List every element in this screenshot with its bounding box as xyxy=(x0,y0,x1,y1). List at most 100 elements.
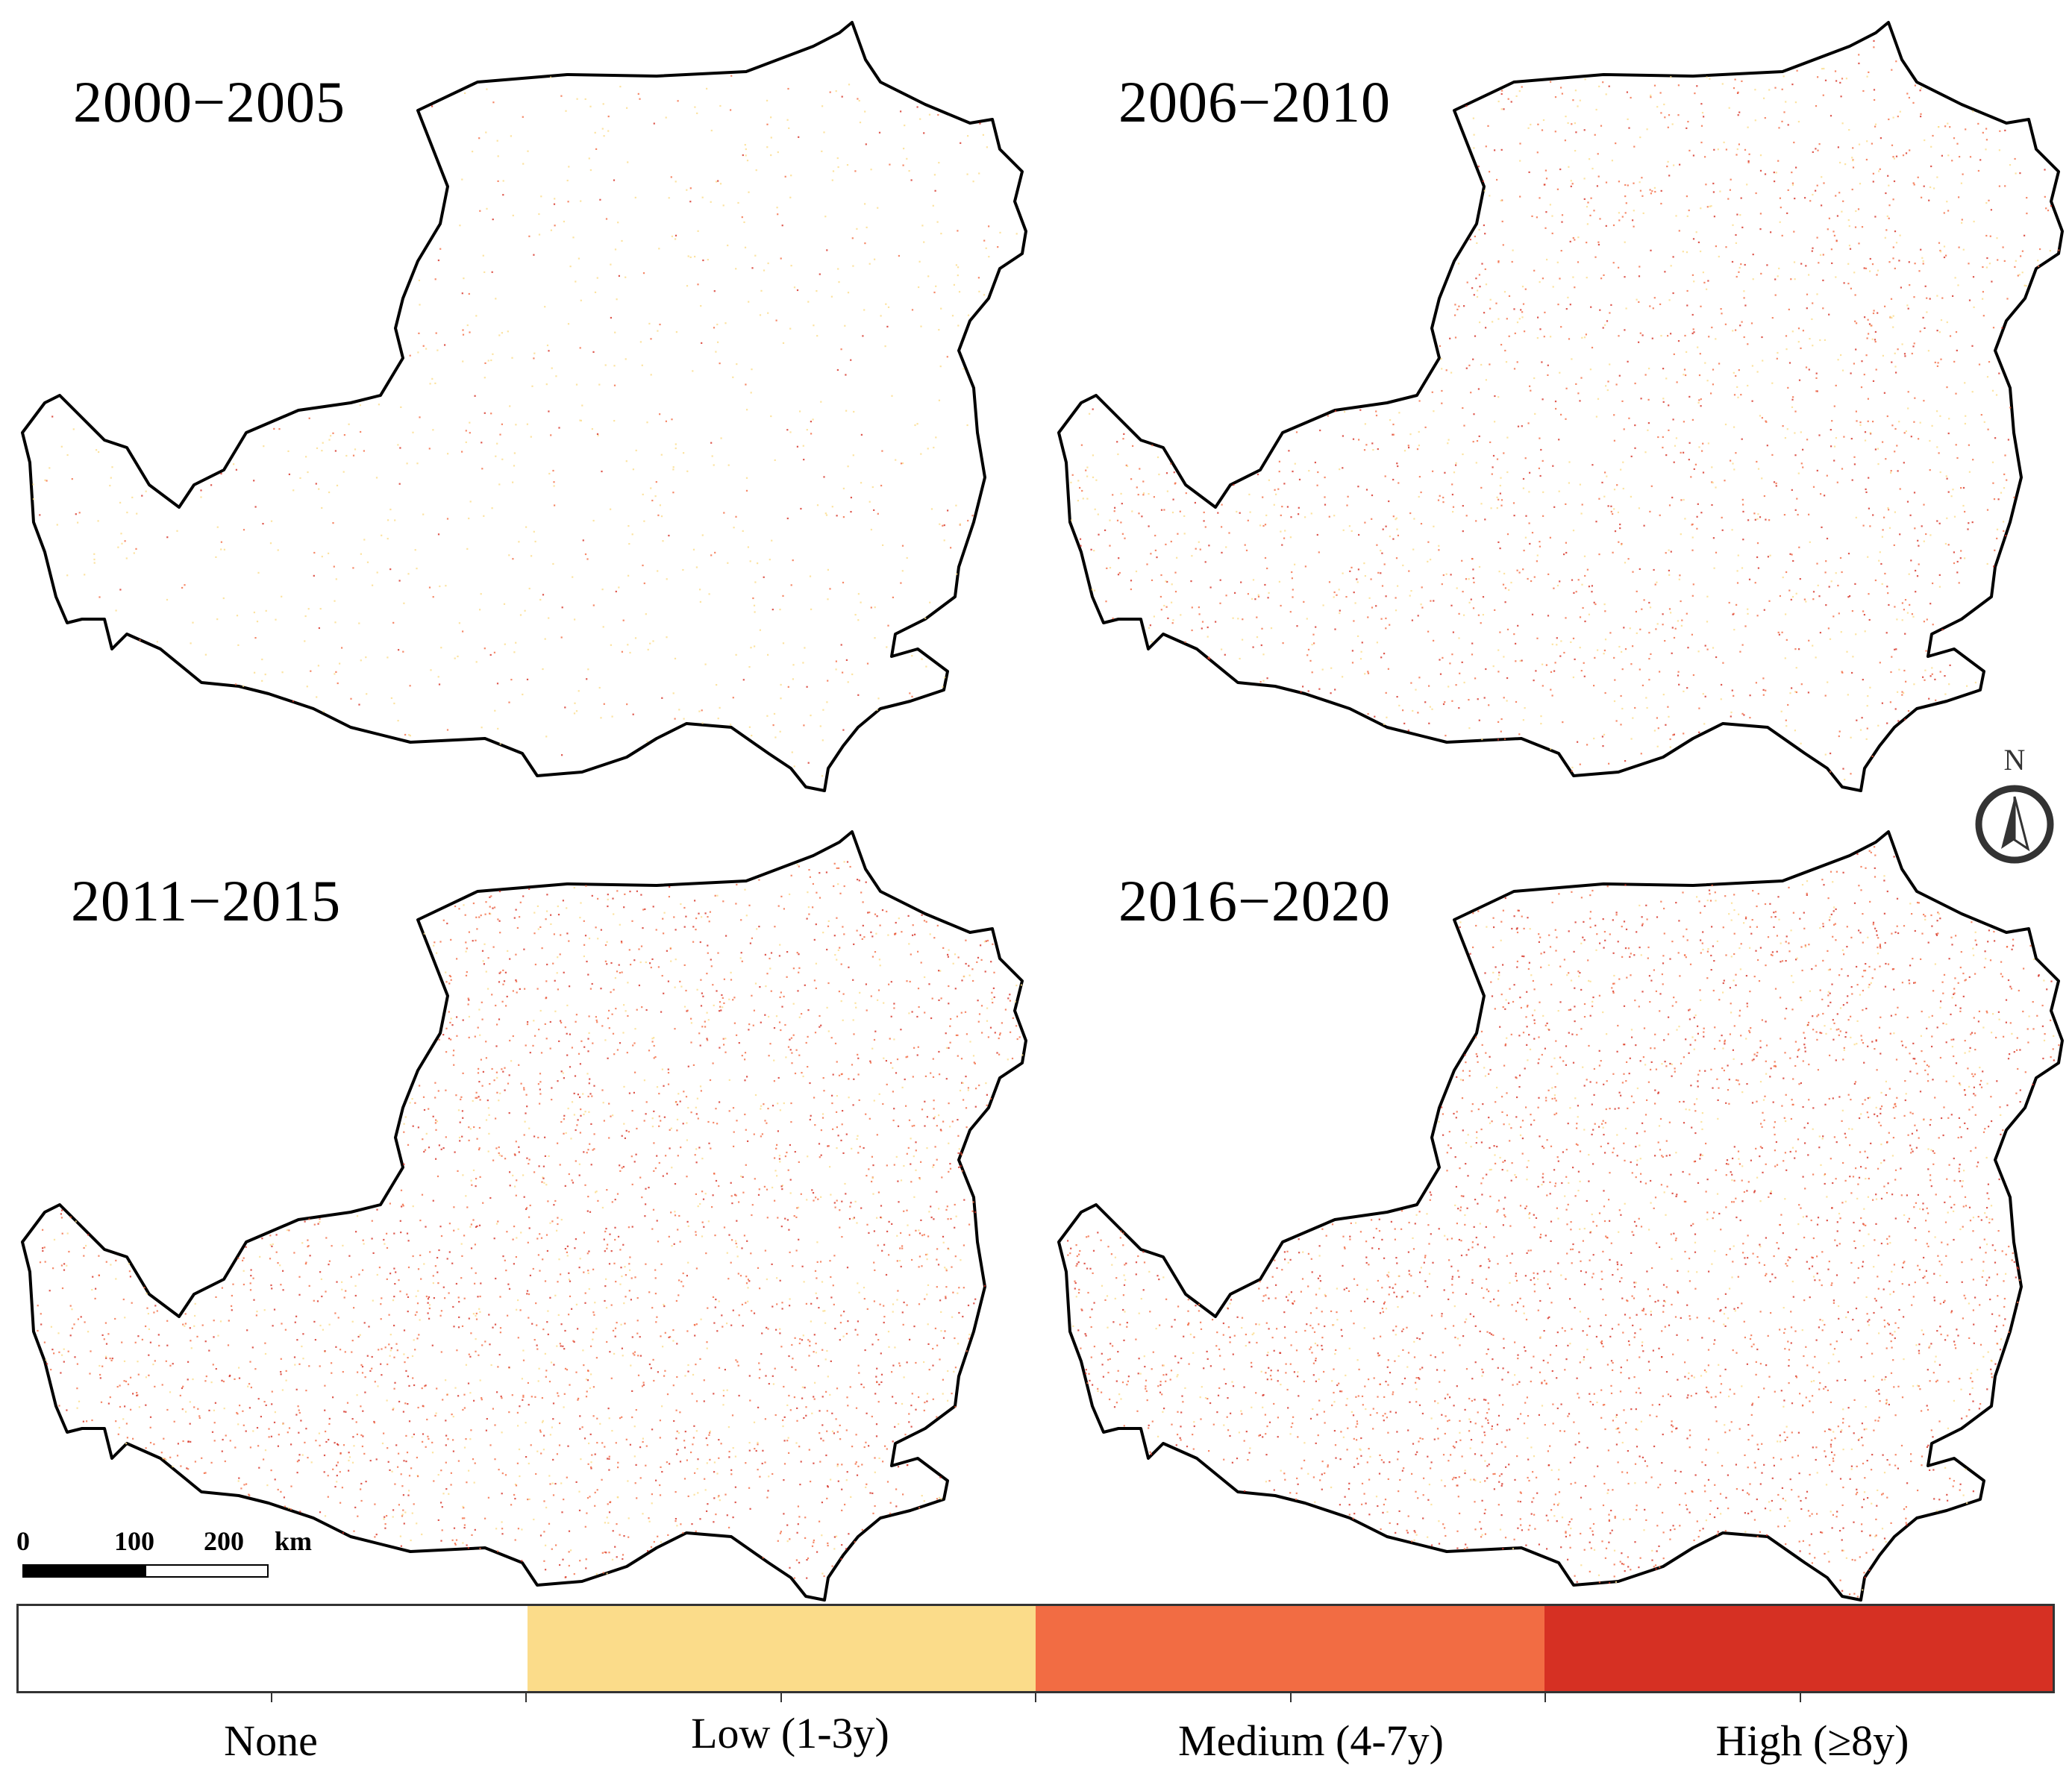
change-pixel xyxy=(578,690,580,692)
change-pixel xyxy=(1947,154,1950,157)
change-pixel xyxy=(1930,145,1932,148)
change-pixel xyxy=(264,1352,267,1355)
change-pixel xyxy=(633,1354,636,1356)
change-pixel xyxy=(840,1000,842,1003)
change-pixel xyxy=(473,1481,475,1484)
change-pixel xyxy=(1920,248,1922,251)
change-pixel xyxy=(328,439,331,441)
change-pixel xyxy=(1996,528,1999,530)
change-pixel xyxy=(513,465,516,467)
change-pixel xyxy=(407,1494,410,1496)
change-pixel xyxy=(1891,69,1893,71)
change-pixel xyxy=(1830,580,1832,583)
change-pixel xyxy=(765,1375,767,1377)
change-pixel xyxy=(1330,692,1332,694)
change-pixel xyxy=(528,1293,530,1296)
change-pixel xyxy=(777,1540,779,1542)
change-pixel xyxy=(1744,148,1747,151)
change-pixel xyxy=(339,1471,341,1473)
change-pixel xyxy=(608,1137,610,1139)
change-pixel xyxy=(424,1149,427,1151)
change-pixel xyxy=(1828,217,1830,219)
change-pixel xyxy=(1556,644,1558,646)
change-pixel xyxy=(607,1017,610,1020)
change-pixel xyxy=(497,727,499,730)
change-pixel xyxy=(515,909,517,911)
change-pixel xyxy=(1527,127,1530,129)
change-pixel xyxy=(1781,234,1783,236)
change-pixel xyxy=(642,909,645,911)
change-pixel xyxy=(145,1404,147,1406)
change-pixel xyxy=(442,919,445,921)
change-pixel xyxy=(1599,218,1601,220)
change-pixel xyxy=(495,455,497,457)
change-pixel xyxy=(1500,108,1503,110)
change-pixel xyxy=(374,1503,376,1505)
change-pixel xyxy=(857,619,860,621)
change-pixel xyxy=(1795,691,1797,694)
change-pixel xyxy=(1910,436,1912,438)
change-pixel xyxy=(453,1206,455,1208)
change-pixel xyxy=(492,1408,494,1410)
change-pixel xyxy=(268,1428,270,1430)
change-pixel xyxy=(374,1381,376,1383)
change-pixel xyxy=(830,1276,832,1279)
change-pixel xyxy=(569,985,571,988)
change-pixel xyxy=(788,1452,790,1454)
change-pixel xyxy=(1201,627,1203,630)
change-pixel xyxy=(1118,571,1121,574)
change-pixel xyxy=(115,609,117,612)
change-pixel xyxy=(933,291,936,294)
change-pixel xyxy=(1826,537,1829,540)
change-pixel xyxy=(1579,483,1581,486)
change-pixel xyxy=(968,974,971,976)
change-pixel xyxy=(1431,391,1433,393)
change-pixel xyxy=(926,1293,928,1296)
change-pixel xyxy=(1236,510,1238,513)
change-pixel xyxy=(1696,515,1698,518)
change-pixel xyxy=(1542,277,1544,280)
change-pixel xyxy=(557,956,559,959)
change-pixel xyxy=(1841,210,1843,213)
change-pixel xyxy=(813,1334,816,1336)
change-pixel xyxy=(66,1409,68,1411)
change-pixel xyxy=(1736,582,1739,584)
change-pixel xyxy=(323,1471,325,1473)
change-pixel xyxy=(1875,368,1877,371)
change-pixel xyxy=(813,1351,815,1353)
change-pixel xyxy=(584,553,587,556)
change-pixel xyxy=(892,1364,895,1367)
change-pixel xyxy=(1914,397,1916,399)
change-pixel xyxy=(1785,613,1787,615)
change-pixel xyxy=(1503,572,1506,575)
change-pixel xyxy=(2017,275,2019,277)
change-pixel xyxy=(352,1436,354,1438)
change-pixel xyxy=(334,621,337,624)
change-pixel xyxy=(790,874,792,876)
change-pixel xyxy=(204,1340,207,1343)
change-pixel xyxy=(939,366,942,368)
change-pixel xyxy=(916,106,918,108)
change-pixel xyxy=(166,536,169,539)
change-pixel xyxy=(1812,644,1814,647)
change-pixel xyxy=(401,1515,404,1517)
change-pixel xyxy=(1906,92,1909,95)
change-pixel xyxy=(1598,85,1600,87)
change-pixel xyxy=(1949,335,1952,337)
change-pixel xyxy=(769,967,771,970)
change-pixel xyxy=(780,1185,783,1188)
change-pixel xyxy=(1522,719,1524,721)
change-pixel xyxy=(1847,283,1850,285)
change-pixel xyxy=(806,1577,808,1579)
change-pixel xyxy=(1862,679,1864,681)
change-pixel xyxy=(933,1100,935,1102)
change-pixel xyxy=(1821,68,1824,70)
change-pixel xyxy=(1958,246,1960,248)
change-pixel xyxy=(552,1418,554,1420)
change-pixel xyxy=(1886,215,1888,217)
change-pixel xyxy=(322,710,325,712)
change-pixel xyxy=(699,941,701,944)
change-pixel xyxy=(908,170,910,172)
change-pixel xyxy=(479,1099,481,1101)
change-pixel xyxy=(1893,180,1896,183)
